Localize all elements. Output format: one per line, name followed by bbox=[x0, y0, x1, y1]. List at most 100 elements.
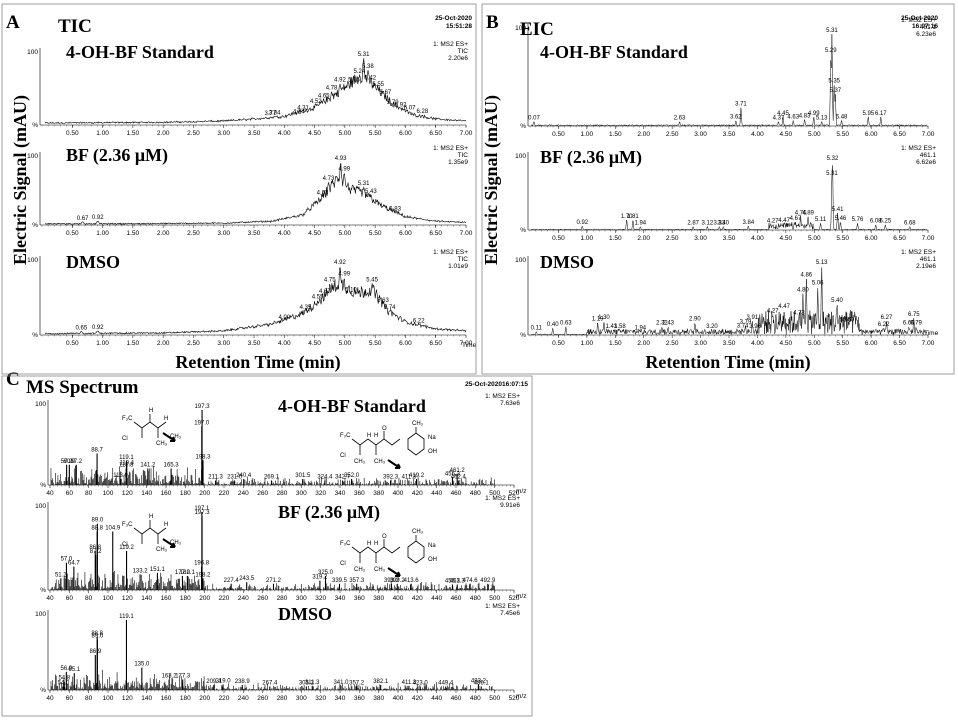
panel-b-trace1-peak-label: 3.62 bbox=[730, 114, 742, 120]
panel-c-trace2-peak-label: 339.5 bbox=[332, 578, 348, 584]
panel-c-trace3-peak-label: 382.1 bbox=[373, 679, 389, 685]
arrow-icon bbox=[387, 459, 401, 469]
panel-b-trace3-y-zero-label: % bbox=[520, 332, 526, 339]
panel-c-trace1-peak-label: 269.1 bbox=[264, 475, 280, 481]
panel-c-trace2-tick-label: 60 bbox=[66, 595, 74, 602]
panel-c-trace3-mz-label: m/z bbox=[516, 693, 526, 700]
panel-b-trace2-tick-label: 6.50 bbox=[893, 235, 906, 242]
panel-a-trace1-tick-label: 5.00 bbox=[339, 130, 352, 137]
panel-b-frame bbox=[481, 3, 955, 375]
panel-b-trace1-peak-label: 4.45 bbox=[777, 111, 789, 117]
panel-b-trace3-peak-label: 3.91 bbox=[746, 315, 758, 321]
panel-a-trace1-peak-label: 4.31 bbox=[297, 106, 309, 112]
panel-b-label: EIC bbox=[520, 19, 554, 40]
panel-c-trace2-tick-label: 300 bbox=[296, 595, 307, 602]
panel-b-trace1-tick-label: 1.00 bbox=[581, 131, 594, 138]
panel-a-trace3-mode-label: TIC bbox=[458, 256, 469, 263]
panel-c-trace1-peak-label: 352.0 bbox=[344, 473, 360, 479]
panel-c-trace2-peak-label: 456.3 bbox=[445, 579, 461, 585]
panel-b-date: 25-Oct-2020 bbox=[901, 15, 938, 22]
panel-a-trace3-tick-label: 0.50 bbox=[66, 340, 79, 347]
panel-a-trace3-peak-label: 4.00 bbox=[278, 315, 290, 321]
panel-b-trace2-tick-label: 6.00 bbox=[865, 235, 878, 242]
panel-b-trace3-tick-label: 4.50 bbox=[780, 340, 793, 347]
panel-a-trace2-tick-label: 6.00 bbox=[399, 230, 412, 237]
panel-c-trace3-tick-label: 360 bbox=[354, 695, 365, 702]
panel-c-trace3-y-top-label: 100 bbox=[35, 611, 46, 618]
struct-r1-h1: H bbox=[367, 433, 371, 439]
panel-c-trace2-peak-label: 64.7 bbox=[68, 561, 80, 567]
struct-l1-ch3a: CH₃ bbox=[156, 441, 168, 447]
panel-b-trace3-tick-label: 6.00 bbox=[865, 340, 878, 347]
panel-c-trace1-scan-label: 1: MS2 ES+ bbox=[485, 393, 520, 400]
struct-r2-h1: H bbox=[367, 541, 371, 547]
panel-b-trace2-peak-label: 5.32 bbox=[827, 156, 839, 162]
panel-c-trace2-tick-label: 160 bbox=[161, 595, 172, 602]
panel-c-trace1-peak-label: 462.4 bbox=[451, 475, 467, 481]
panel-a-time: 15:51:28 bbox=[446, 23, 472, 30]
panel-b-trace2-peak-label: 5.31 bbox=[826, 171, 838, 177]
panel-a-trace2-tick-label: 2.00 bbox=[157, 230, 170, 237]
panel-a-trace3-tick-label: 1.50 bbox=[127, 340, 140, 347]
struct-l2-cl: Cl bbox=[122, 542, 128, 548]
panel-b-trace2-peak-label: 6.68 bbox=[904, 221, 916, 227]
panel-c-trace3-peak-label: 305.2 bbox=[299, 681, 315, 687]
panel-b-trace3-tick-label: 4.00 bbox=[751, 340, 764, 347]
panel-b-trace2-tick-label: 4.00 bbox=[751, 235, 764, 242]
panel-c-trace3-peak-label: 135.0 bbox=[134, 662, 150, 668]
panel-c-trace3-tick-label: 260 bbox=[257, 695, 268, 702]
panel-c-trace2-peak-label: 151.1 bbox=[150, 567, 166, 573]
panel-a-trace1-peak-label: 4.78 bbox=[326, 86, 338, 92]
panel-b-trace1-tick-label: 6.50 bbox=[893, 131, 906, 138]
panel-a-trace3-y-zero-label: % bbox=[32, 332, 38, 339]
panel-a-trace1-peak-label: 4.24 bbox=[293, 110, 305, 116]
panel-a-trace1-peak-label: 3.77 bbox=[265, 111, 277, 117]
panel-c-trace3-peak-label: 311.3 bbox=[305, 680, 320, 686]
panel-c-trace1-peak-label: 211.3 bbox=[208, 475, 223, 481]
panel-a-trace3-tick-label: 5.50 bbox=[369, 340, 382, 347]
panel-c-trace1-tick-label: 180 bbox=[180, 490, 191, 497]
panel-c-label: MS Spectrum bbox=[26, 377, 139, 398]
panel-a-trace1-tick-label: 3.50 bbox=[248, 130, 261, 137]
panel-c-trace1-peak-label: 419.2 bbox=[409, 473, 425, 479]
panel-a-trace2-peak-label: 4.73 bbox=[323, 176, 335, 182]
panel-b-trace2-peak-label: 3.12 bbox=[702, 221, 714, 227]
panel-c-trace2-tick-label: 360 bbox=[354, 595, 365, 602]
panel-b-trace2-title: BF (2.36 μM) bbox=[540, 147, 642, 168]
panel-c-trace1-peak-label: 57.2 bbox=[61, 459, 73, 465]
panel-c-trace3-tick-label: 60 bbox=[66, 695, 74, 702]
panel-b-trace1-peak-label: 5.48 bbox=[836, 114, 848, 120]
panel-a-trace1-peak-label: 5.42 bbox=[364, 75, 376, 81]
struct-r2-cl: Cl bbox=[340, 561, 346, 567]
panel-c-trace1-tick-label: 60 bbox=[66, 490, 74, 497]
panel-b-trace1-peak-label: 5.95 bbox=[862, 111, 874, 117]
panel-a-trace2-tick-label: 7.00 bbox=[460, 230, 473, 237]
struct-r2-oh: OH bbox=[428, 557, 437, 563]
panel-c-trace2-tick-label: 140 bbox=[141, 595, 152, 602]
panel-a-trace3-peak-label: 4.99 bbox=[338, 272, 350, 278]
panel-b-trace1-peak-label: 0.07 bbox=[528, 115, 540, 121]
panel-c-trace3-peak-label: 119.1 bbox=[119, 614, 134, 620]
panel-c-trace2-peak-label: 197.1 bbox=[194, 506, 210, 512]
panel-a-trace3-tick-label: 4.00 bbox=[278, 340, 291, 347]
panel-a-trace2-peak-label: 5.43 bbox=[365, 189, 377, 195]
panel-c-trace3-peak-label: 486.1 bbox=[474, 681, 490, 687]
panel-c-trace2-tick-label: 460 bbox=[451, 595, 462, 602]
panel-a-trace1-tick-label: 5.50 bbox=[369, 130, 382, 137]
panel-c-trace1-peak-label: 197.3 bbox=[195, 404, 211, 410]
panel-a-trace2-tick-label: 3.00 bbox=[217, 230, 230, 237]
panel-c-trace1-tick-label: 340 bbox=[335, 490, 346, 497]
panel-a-trace2-tick-label: 2.50 bbox=[187, 230, 200, 237]
panel-c-trace2-tick-label: 320 bbox=[315, 595, 326, 602]
panel-c-trace3-tick-label: 300 bbox=[296, 695, 307, 702]
panel-a-trace3-line bbox=[44, 267, 467, 335]
panel-a-trace2-tick-label: 4.00 bbox=[278, 230, 291, 237]
panel-c-trace3-tick-label: 480 bbox=[470, 695, 481, 702]
panel-c-trace3-tick-label: 40 bbox=[46, 695, 54, 702]
panel-b-trace1-tick-label: 3.50 bbox=[723, 131, 736, 138]
panel-c-trace3-tick-label: 220 bbox=[219, 695, 230, 702]
panel-c-header: 25-Oct-202016:07:15 bbox=[465, 381, 528, 388]
panel-c-trace1-title: 4-OH-BF Standard bbox=[278, 396, 426, 416]
panel-c-trace3-intensity-label: 7.45e6 bbox=[500, 610, 520, 617]
panel-a-trace1-peak-label: 6.07 bbox=[404, 106, 416, 112]
